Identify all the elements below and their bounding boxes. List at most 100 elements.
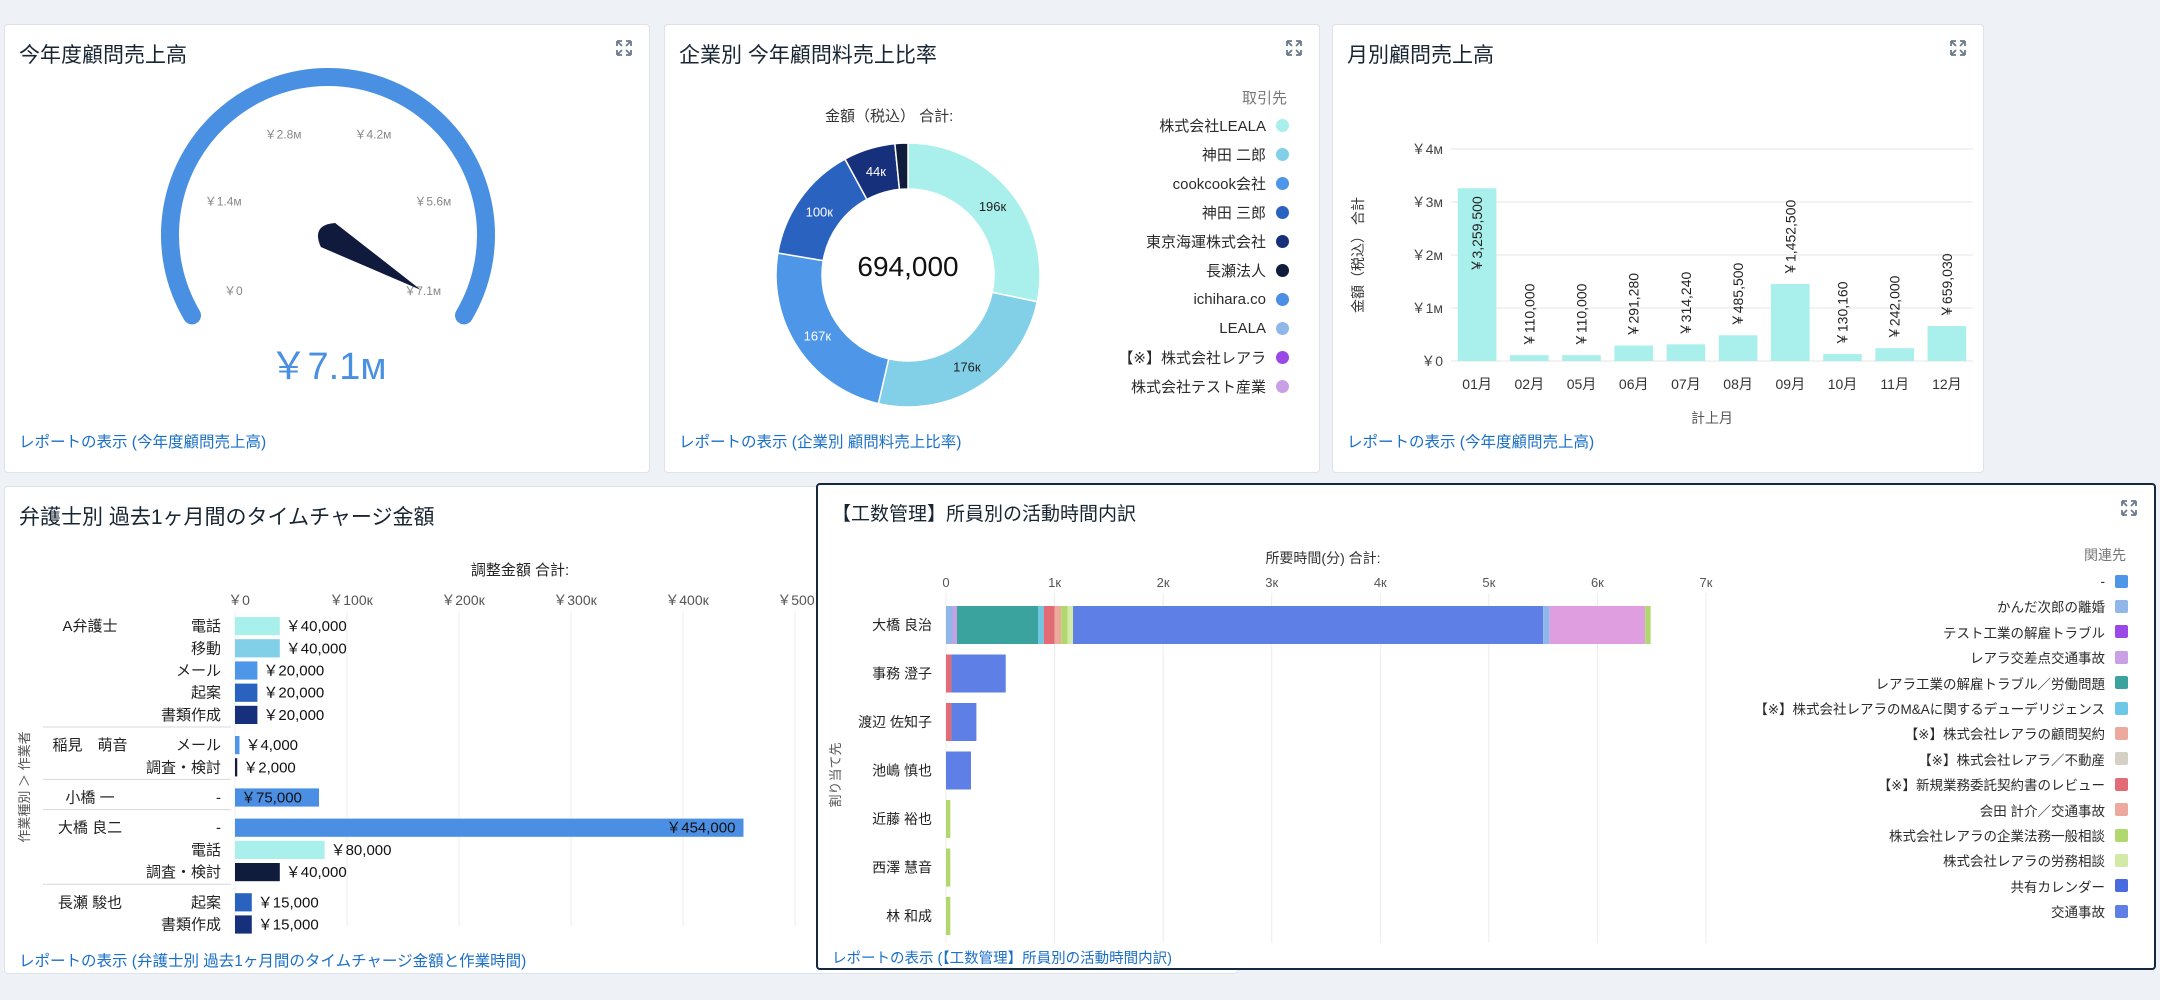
- bar[interactable]: [235, 661, 258, 680]
- bar[interactable]: [1666, 344, 1706, 361]
- bar-segment[interactable]: [1067, 606, 1074, 644]
- bar[interactable]: [235, 840, 325, 859]
- bar[interactable]: [235, 617, 280, 636]
- bar-segment[interactable]: [1549, 606, 1646, 644]
- expand-icon[interactable]: [1949, 39, 1967, 57]
- legend-item[interactable]: レアラ交差点交通事故: [1970, 647, 2128, 667]
- bar-segment[interactable]: [946, 897, 951, 935]
- bar-segment[interactable]: [956, 606, 1039, 644]
- legend-swatch: [2115, 650, 2128, 664]
- bar[interactable]: [1614, 345, 1654, 361]
- legend-label: LEALA: [1219, 319, 1266, 337]
- bar[interactable]: [235, 639, 280, 658]
- bar[interactable]: [235, 758, 238, 777]
- report-link[interactable]: レポートの表示 (企業別 顧問料売上比率): [679, 434, 962, 451]
- legend-item[interactable]: ichihara.co: [1193, 289, 1289, 309]
- legend-item[interactable]: LEALA: [1219, 318, 1289, 338]
- bar-segment[interactable]: [946, 606, 953, 644]
- bar-segment[interactable]: [952, 606, 957, 644]
- legend-item[interactable]: 神田 三郎: [1202, 202, 1289, 222]
- bar-value-label: ￥1,452,500: [1782, 200, 1798, 276]
- legend-item[interactable]: 神田 二郎: [1202, 144, 1289, 164]
- bar[interactable]: [235, 863, 280, 882]
- report-link[interactable]: レポートの表示 (今年度顧問売上高): [19, 434, 267, 451]
- legend-label: 株式会社LEALA: [1159, 117, 1266, 135]
- bar-segment[interactable]: [1054, 606, 1062, 644]
- legend-item[interactable]: 交通事故: [2051, 901, 2128, 921]
- legend-swatch: [2115, 676, 2128, 690]
- bar[interactable]: [235, 818, 744, 837]
- bar[interactable]: [235, 788, 319, 807]
- legend-item[interactable]: 【※】株式会社レアラの顧問契約: [1905, 723, 2128, 743]
- bar[interactable]: [235, 915, 252, 934]
- x-tick-label: 2к: [1157, 575, 1170, 590]
- bar[interactable]: [235, 736, 240, 755]
- bar-segment[interactable]: [1061, 606, 1068, 644]
- legend-item[interactable]: 株式会社レアラの企業法務一般相談: [1889, 825, 2128, 845]
- legend-label: レアラ工業の解雇トラブル／労働問題: [1875, 676, 2106, 692]
- donut-slice[interactable]: [907, 142, 1041, 303]
- legend-item[interactable]: テスト工業の解雇トラブル: [1943, 622, 2128, 642]
- legend-label: 共有カレンダー: [2010, 879, 2106, 895]
- bar-segment[interactable]: [946, 751, 971, 790]
- bar-segment[interactable]: [1038, 606, 1044, 644]
- bar-segment[interactable]: [951, 703, 977, 741]
- bar[interactable]: [1770, 284, 1810, 361]
- x-tick-label: 3к: [1265, 575, 1278, 590]
- x-axis-label: 計上月: [1691, 410, 1733, 426]
- bar-segment[interactable]: [1073, 606, 1544, 644]
- bar-segment[interactable]: [1543, 606, 1550, 644]
- legend-item[interactable]: 【※】株式会社レアラのM&Aに関するデューデリジェンス: [1754, 698, 2128, 718]
- legend-item[interactable]: 長瀬法人: [1206, 260, 1289, 280]
- donut-slice[interactable]: [894, 142, 909, 191]
- person-label: 稲見 萌音: [52, 737, 127, 754]
- legend-item[interactable]: かんだ次郎の離婚: [1997, 596, 2128, 616]
- bar[interactable]: [235, 705, 258, 724]
- type-label: 起案: [191, 893, 221, 911]
- legend-item[interactable]: 【※】株式会社レアラ: [1118, 347, 1289, 367]
- report-link[interactable]: レポートの表示 (弁護士別 過去1ヶ月間のタイムチャージ金額と作業時間): [19, 953, 527, 970]
- bar[interactable]: [1718, 335, 1758, 361]
- legend-swatch: [1276, 263, 1289, 277]
- bar-segment[interactable]: [946, 654, 952, 693]
- legend-item[interactable]: 共有カレンダー: [2010, 876, 2128, 896]
- bar-segment[interactable]: [946, 800, 951, 838]
- report-link[interactable]: レポートの表示 (【工数管理】所員別の活動時間内訳): [832, 951, 1172, 967]
- x-tick-label: ￥400к: [665, 592, 709, 608]
- legend-label: 長瀬法人: [1205, 262, 1266, 280]
- card-title: 月別顧問売上高: [1347, 44, 1494, 67]
- legend-swatch: [2115, 726, 2128, 740]
- bar-segment[interactable]: [946, 703, 952, 741]
- legend-item[interactable]: 株式会社レアラの労務相談: [1943, 850, 2128, 870]
- expand-icon[interactable]: [615, 39, 633, 57]
- legend-item[interactable]: 東京海運株式会社: [1146, 231, 1289, 251]
- legend-item[interactable]: レアラ工業の解雇トラブル／労働問題: [1875, 673, 2128, 693]
- expand-icon[interactable]: [2120, 499, 2138, 517]
- legend-item[interactable]: -: [2101, 571, 2128, 591]
- bar[interactable]: [1927, 326, 1967, 361]
- expand-icon[interactable]: [1285, 39, 1303, 57]
- chart-title: 所要時間(分) 合計:: [1265, 550, 1380, 566]
- bar[interactable]: [1509, 355, 1549, 361]
- legend-item[interactable]: 株式会社LEALA: [1159, 115, 1289, 135]
- x-tick-label: 05月: [1567, 376, 1597, 392]
- legend-item[interactable]: 【※】株式会社レアラ／不動産: [1918, 749, 2128, 769]
- legend-item[interactable]: 【※】新規業務委託契約書のレビュー: [1878, 774, 2128, 794]
- legend-item[interactable]: cookcook会社: [1173, 173, 1289, 193]
- gauge-tick-label: ￥1.4м: [205, 195, 242, 209]
- bar[interactable]: [1875, 348, 1915, 361]
- bar[interactable]: [1823, 354, 1862, 361]
- bar-segment[interactable]: [951, 654, 1006, 693]
- bar[interactable]: [1457, 188, 1497, 361]
- bar-segment[interactable]: [946, 848, 951, 887]
- bar[interactable]: [235, 683, 258, 702]
- bar[interactable]: [1562, 355, 1601, 361]
- bar-segment[interactable]: [1645, 606, 1651, 644]
- report-link[interactable]: レポートの表示 (今年度顧問売上高): [1347, 434, 1595, 451]
- legend-item[interactable]: 株式会社テスト産業: [1131, 376, 1289, 396]
- bar-value-label: ￥454,000: [666, 820, 735, 837]
- bar-segment[interactable]: [1043, 606, 1055, 644]
- legend-swatch: [2115, 828, 2128, 842]
- bar[interactable]: [235, 893, 252, 912]
- legend-item[interactable]: 会田 計介／交通事故: [1980, 800, 2128, 820]
